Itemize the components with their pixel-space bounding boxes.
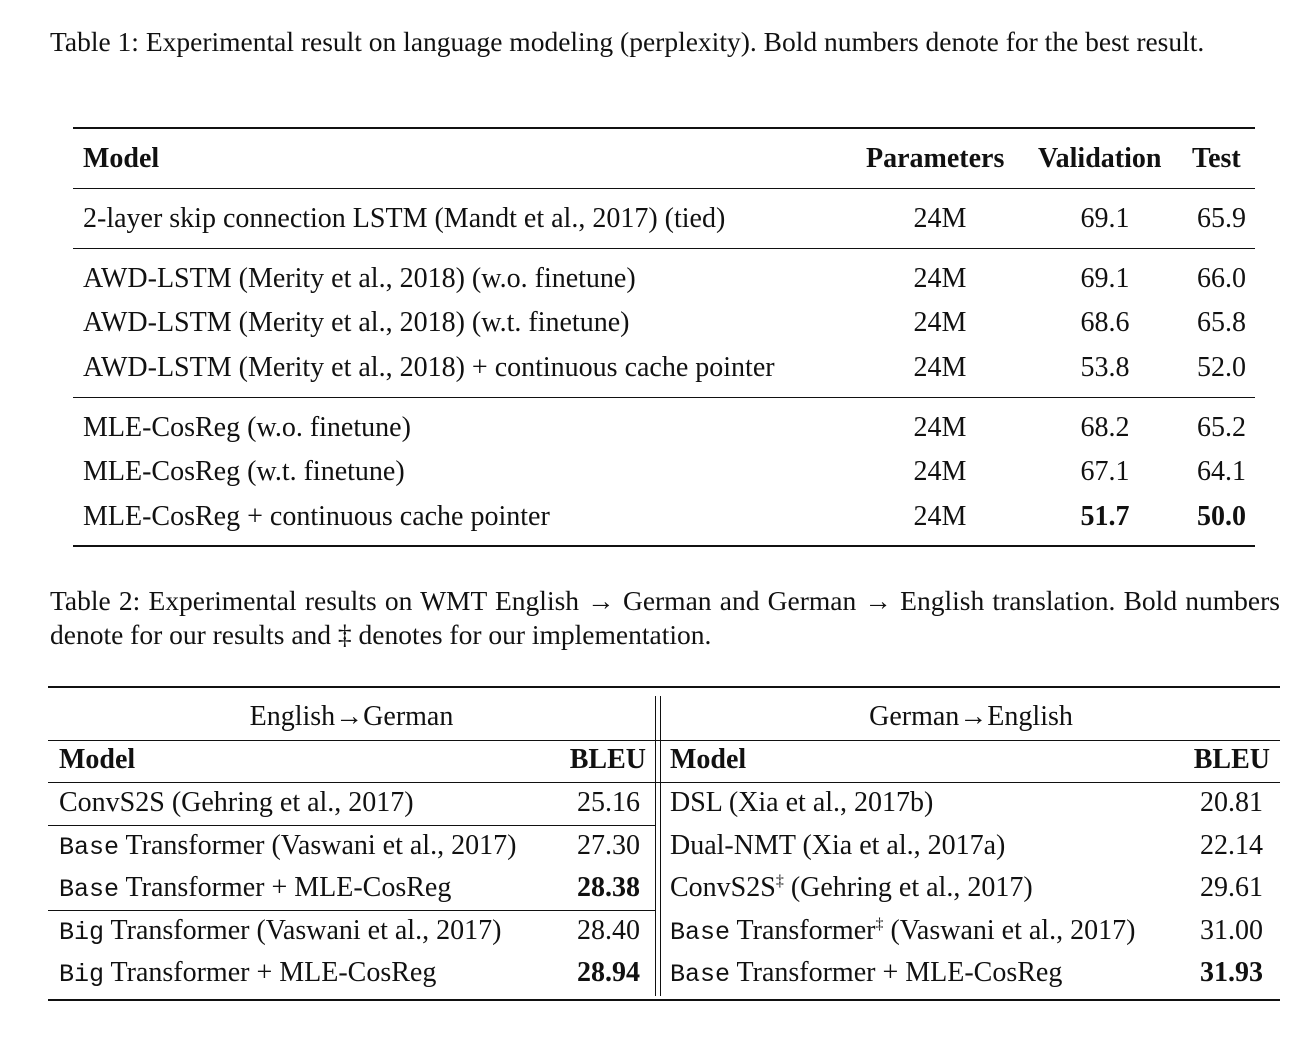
model-text: Transformer + MLE-CosReg (104, 957, 437, 988)
model-citation: (Vaswani et al., 2017) (883, 915, 1136, 946)
t1-cell-model: AWD-LSTM (Merity et al., 2018) + continu… (83, 352, 775, 383)
t2-vline (655, 696, 656, 996)
t1-cell-params: 24M (913, 352, 967, 383)
model-size-label: Base (670, 960, 731, 989)
t2-cell-bleu: 28.94 (577, 957, 640, 988)
t2-cell-bleu: 28.38 (577, 872, 640, 903)
t1-cell-val: 69.1 (1080, 203, 1130, 234)
model-size-label: Big (59, 918, 105, 947)
t2-rule (48, 740, 1280, 741)
t1-header-model: Model (83, 143, 160, 174)
t1-cell-test: 52.0 (1197, 352, 1246, 383)
t1-cell-val: 51.7 (1080, 501, 1130, 532)
t1-cell-params: 24M (913, 263, 967, 294)
t1-cell-params: 24M (913, 456, 967, 487)
t1-cell-test: 65.2 (1197, 412, 1246, 443)
t2-rule (48, 910, 655, 911)
model-text: DSL (Xia et al., 2017b) (670, 787, 934, 818)
t2-cell-model: Base Transformer + MLE-CosReg (59, 872, 451, 906)
t2-cell-model: Big Transformer + MLE-CosReg (59, 957, 436, 991)
t1-cell-test: 64.1 (1197, 456, 1246, 487)
t1-cell-val: 53.8 (1080, 352, 1130, 383)
t2-cell-model: Base Transformer (Vaswani et al., 2017) (59, 830, 516, 864)
t1-group-rule (73, 397, 1255, 398)
t2-rule (48, 825, 655, 826)
t1-cell-model: MLE-CosReg + continuous cache pointer (83, 501, 550, 532)
t2-bottom-rule (48, 999, 1280, 1001)
t2-cell-bleu: 29.61 (1200, 872, 1263, 903)
t1-cell-test: 65.8 (1197, 307, 1246, 338)
t2-cell-model: Base Transformer + MLE-CosReg (670, 957, 1062, 991)
t1-cell-params: 24M (913, 203, 967, 234)
t1-header-val: Validation (1038, 143, 1162, 174)
model-citation: (Gehring et al., 2017) (783, 872, 1033, 903)
t1-group-rule (73, 248, 1255, 249)
t2-cell-bleu: 20.81 (1200, 787, 1263, 818)
t2-top-rule (48, 686, 1280, 688)
model-text: Dual-NMT (Xia et al., 2017a) (670, 830, 1006, 861)
model-text: ConvS2S (670, 872, 776, 903)
table1-caption: Table 1: Experimental result on language… (50, 26, 1205, 57)
t1-cell-test: 50.0 (1197, 501, 1246, 532)
model-text: Transformer (730, 915, 876, 946)
model-size-label: Big (59, 960, 105, 989)
t2-cell-model: DSL (Xia et al., 2017b) (670, 787, 933, 819)
t1-cell-params: 24M (913, 412, 967, 443)
t1-cell-model: 2-layer skip connection LSTM (Mandt et a… (83, 203, 726, 234)
model-size-label: Base (670, 918, 731, 947)
t2-cell-model: ConvS2S (Gehring et al., 2017) (59, 787, 414, 819)
implementation-mark: ‡ (775, 872, 784, 890)
model-text: Transformer (Vaswani et al., 2017) (104, 915, 502, 946)
t2-right-header-bleu: BLEU (1193, 744, 1270, 775)
t1-cell-val: 67.1 (1080, 456, 1130, 487)
t2-cell-model: Base Transformer‡ (Vaswani et al., 2017) (670, 915, 1135, 949)
t2-cell-model: Dual-NMT (Xia et al., 2017a) (670, 830, 1005, 862)
t1-cell-model: AWD-LSTM (Merity et al., 2018) (w.o. fin… (83, 263, 636, 294)
model-size-label: Base (59, 875, 120, 904)
t2-right-title: German→English (869, 701, 1073, 732)
model-text: Transformer (Vaswani et al., 2017) (119, 830, 517, 861)
t1-cell-val: 69.1 (1080, 263, 1130, 294)
t1-cell-test: 65.9 (1197, 203, 1246, 234)
t1-header-params: Parameters (866, 143, 1005, 174)
t2-left-header-model: Model (59, 744, 136, 775)
model-text: Transformer + MLE-CosReg (730, 957, 1063, 988)
t1-mid-rule (73, 188, 1255, 189)
t2-cell-bleu: 31.00 (1200, 915, 1263, 946)
t2-left-title: English→German (249, 701, 454, 732)
t2-cell-model: ConvS2S‡ (Gehring et al., 2017) (670, 872, 1033, 904)
model-size-label: Base (59, 833, 120, 862)
t1-bottom-rule (73, 545, 1255, 547)
t2-cell-model: Big Transformer (Vaswani et al., 2017) (59, 915, 501, 949)
t1-cell-model: AWD-LSTM (Merity et al., 2018) (w.t. fin… (83, 307, 630, 338)
t2-right-header-model: Model (670, 744, 747, 775)
t2-cell-bleu: 22.14 (1200, 830, 1263, 861)
model-text: Transformer + MLE-CosReg (119, 872, 452, 903)
t2-cell-bleu: 25.16 (577, 787, 640, 818)
t2-vline (660, 696, 661, 996)
t2-cell-bleu: 27.30 (577, 830, 640, 861)
t1-cell-params: 24M (913, 501, 967, 532)
t2-cell-bleu: 31.93 (1200, 957, 1263, 988)
t1-cell-val: 68.2 (1080, 412, 1130, 443)
t1-cell-test: 66.0 (1197, 263, 1246, 294)
t1-top-rule (73, 127, 1255, 129)
t2-left-header-bleu: BLEU (569, 744, 646, 775)
t1-header-test: Test (1192, 143, 1241, 174)
model-text: ConvS2S (Gehring et al., 2017) (59, 787, 414, 818)
t1-cell-model: MLE-CosReg (w.o. finetune) (83, 412, 411, 443)
t1-cell-val: 68.6 (1080, 307, 1130, 338)
t1-cell-model: MLE-CosReg (w.t. finetune) (83, 456, 405, 487)
implementation-mark: ‡ (875, 915, 884, 933)
table2-caption: Table 2: Experimental results on WMT Eng… (50, 585, 1280, 650)
t2-cell-bleu: 28.40 (577, 915, 640, 946)
t2-rule (48, 782, 1280, 783)
t1-cell-params: 24M (913, 307, 967, 338)
